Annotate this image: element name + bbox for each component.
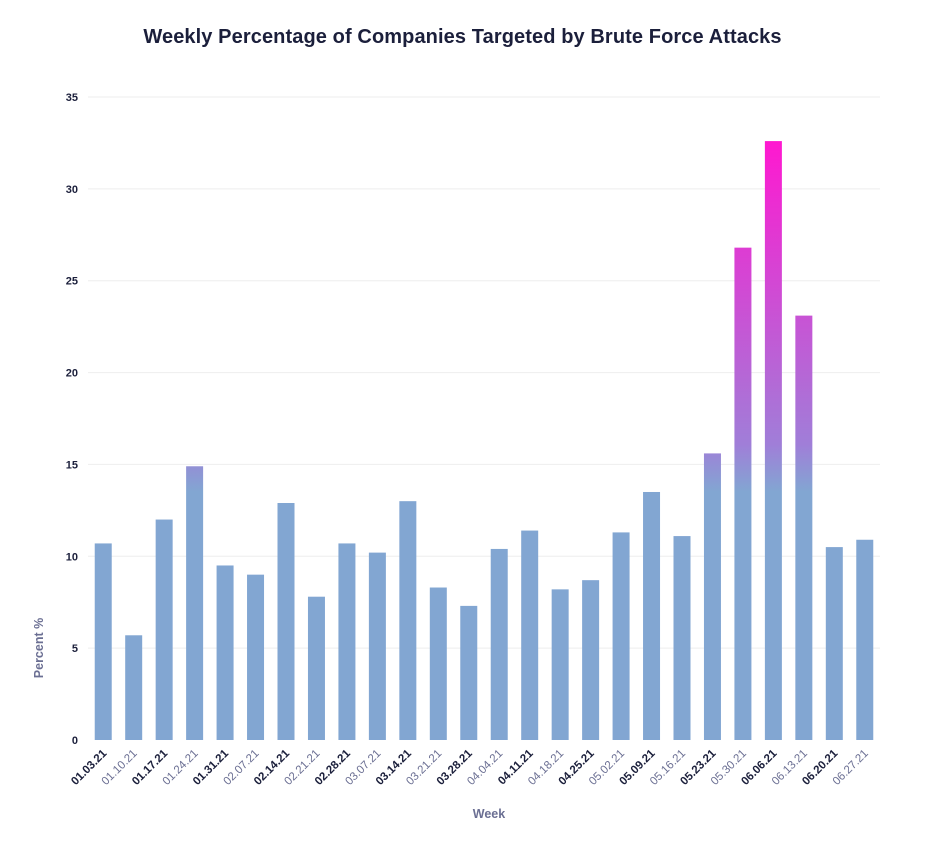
bar-05.30.21 xyxy=(734,247,752,740)
bar-02.07.21 xyxy=(247,574,265,740)
bar-05.16.21 xyxy=(673,536,691,740)
bar-01.17.21 xyxy=(155,519,173,740)
bar-01.03.21 xyxy=(94,543,112,740)
bar-02.21.21 xyxy=(307,596,325,740)
bar-01.31.21 xyxy=(216,565,234,740)
bar-06.13.21 xyxy=(795,315,813,740)
bar-06.27.21 xyxy=(856,539,874,740)
x-axis-ticks: 01.03.2101.10.2101.17.2101.24.2101.31.21… xyxy=(69,747,871,788)
bar-04.25.21 xyxy=(582,580,600,740)
chart-title: Weekly Percentage of Companies Targeted … xyxy=(143,26,782,48)
bars xyxy=(94,141,874,740)
y-tick-label: 5 xyxy=(72,643,78,655)
y-tick-label: 35 xyxy=(66,92,78,104)
bar-06.06.21 xyxy=(764,141,782,740)
bar-05.09.21 xyxy=(643,491,661,740)
y-tick-label: 25 xyxy=(66,276,78,288)
x-axis-label: Week xyxy=(473,807,505,821)
bar-02.14.21 xyxy=(277,503,295,740)
bar-04.18.21 xyxy=(551,589,569,740)
bar-01.10.21 xyxy=(125,635,143,740)
bar-03.14.21 xyxy=(399,501,417,740)
bar-03.28.21 xyxy=(460,605,478,740)
y-tick-label: 10 xyxy=(66,551,78,563)
bar-02.28.21 xyxy=(338,543,356,740)
y-tick-label: 20 xyxy=(66,368,78,380)
y-tick-label: 0 xyxy=(72,735,78,747)
gridlines xyxy=(88,96,880,649)
bar-01.24.21 xyxy=(186,466,204,740)
bar-06.20.21 xyxy=(825,547,843,740)
bar-03.07.21 xyxy=(368,552,386,740)
y-tick-label: 15 xyxy=(66,459,78,471)
bar-05.02.21 xyxy=(612,532,630,740)
y-tick-label: 30 xyxy=(66,184,78,196)
bar-05.23.21 xyxy=(703,453,721,740)
bar-04.04.21 xyxy=(490,548,508,740)
bar-03.21.21 xyxy=(429,587,447,740)
y-axis-ticks: 0 5 10 15 20 25 30 35 xyxy=(66,92,78,747)
y-axis-label: Percent % xyxy=(32,618,46,678)
bar-04.11.21 xyxy=(521,530,539,740)
